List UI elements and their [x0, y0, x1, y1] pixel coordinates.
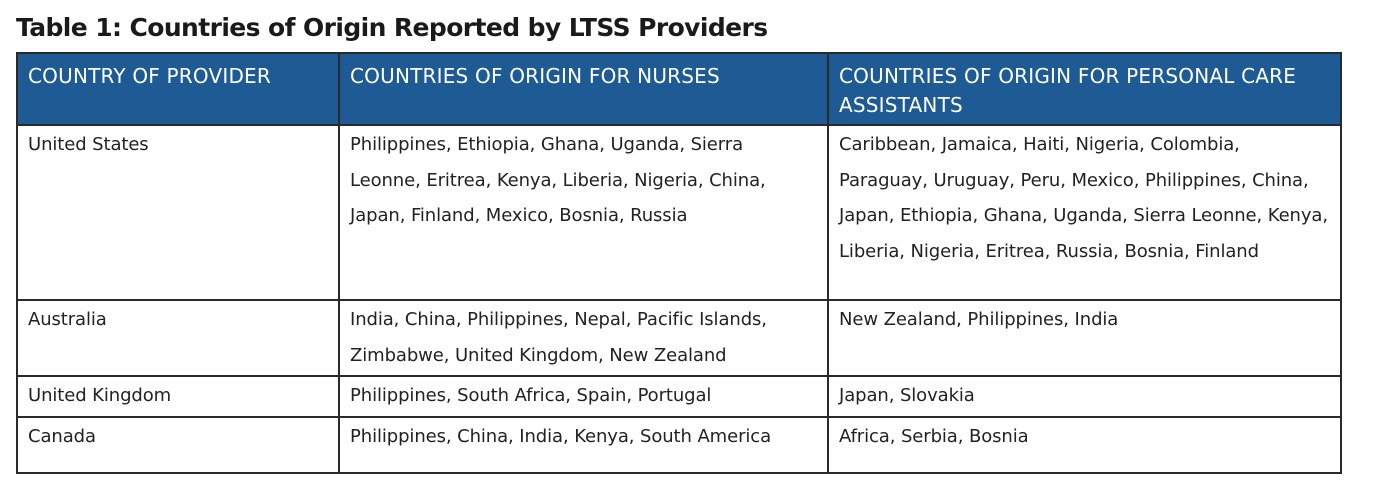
provider-cell: United Kingdom — [16, 375, 340, 418]
assistants-origin-cell: Japan, Slovakia — [827, 375, 1342, 418]
nurses-origin-cell: India, China, Philippines, Nepal, Pacifi… — [338, 299, 829, 377]
assistants-origin-cell: Caribbean, Jamaica, Haiti, Nigeria, Colo… — [827, 124, 1342, 301]
provider-cell: Australia — [16, 299, 340, 377]
table-title: Table 1: Countries of Origin Reported by… — [16, 13, 768, 42]
nurses-origin-cell: Philippines, South Africa, Spain, Portug… — [338, 375, 829, 418]
assistants-origin-cell: Africa, Serbia, Bosnia — [827, 415, 1342, 474]
nurses-origin-cell: Philippines, China, India, Kenya, South … — [338, 415, 829, 474]
header-origin-nurses: COUNTRIES OF ORIGIN FOR NURSES — [338, 52, 829, 126]
table-row: United Kingdom Philippines, South Africa… — [16, 375, 1342, 418]
provider-cell: Canada — [16, 415, 340, 474]
header-origin-personal-care-assistants: COUNTRIES OF ORIGIN FOR PERSONAL CARE AS… — [827, 52, 1342, 126]
provider-cell: United States — [16, 124, 340, 301]
assistants-origin-cell: New Zealand, Philippines, India — [827, 299, 1342, 377]
header-country-of-provider: COUNTRY OF PROVIDER — [16, 52, 340, 126]
table-header-row: COUNTRY OF PROVIDER COUNTRIES OF ORIGIN … — [16, 52, 1342, 126]
table-row: Australia India, China, Philippines, Nep… — [16, 299, 1342, 377]
table-row: United States Philippines, Ethiopia, Gha… — [16, 124, 1342, 301]
countries-of-origin-table: COUNTRY OF PROVIDER COUNTRIES OF ORIGIN … — [16, 52, 1342, 474]
table-row: Canada Philippines, China, India, Kenya,… — [16, 415, 1342, 474]
nurses-origin-cell: Philippines, Ethiopia, Ghana, Uganda, Si… — [338, 124, 829, 301]
